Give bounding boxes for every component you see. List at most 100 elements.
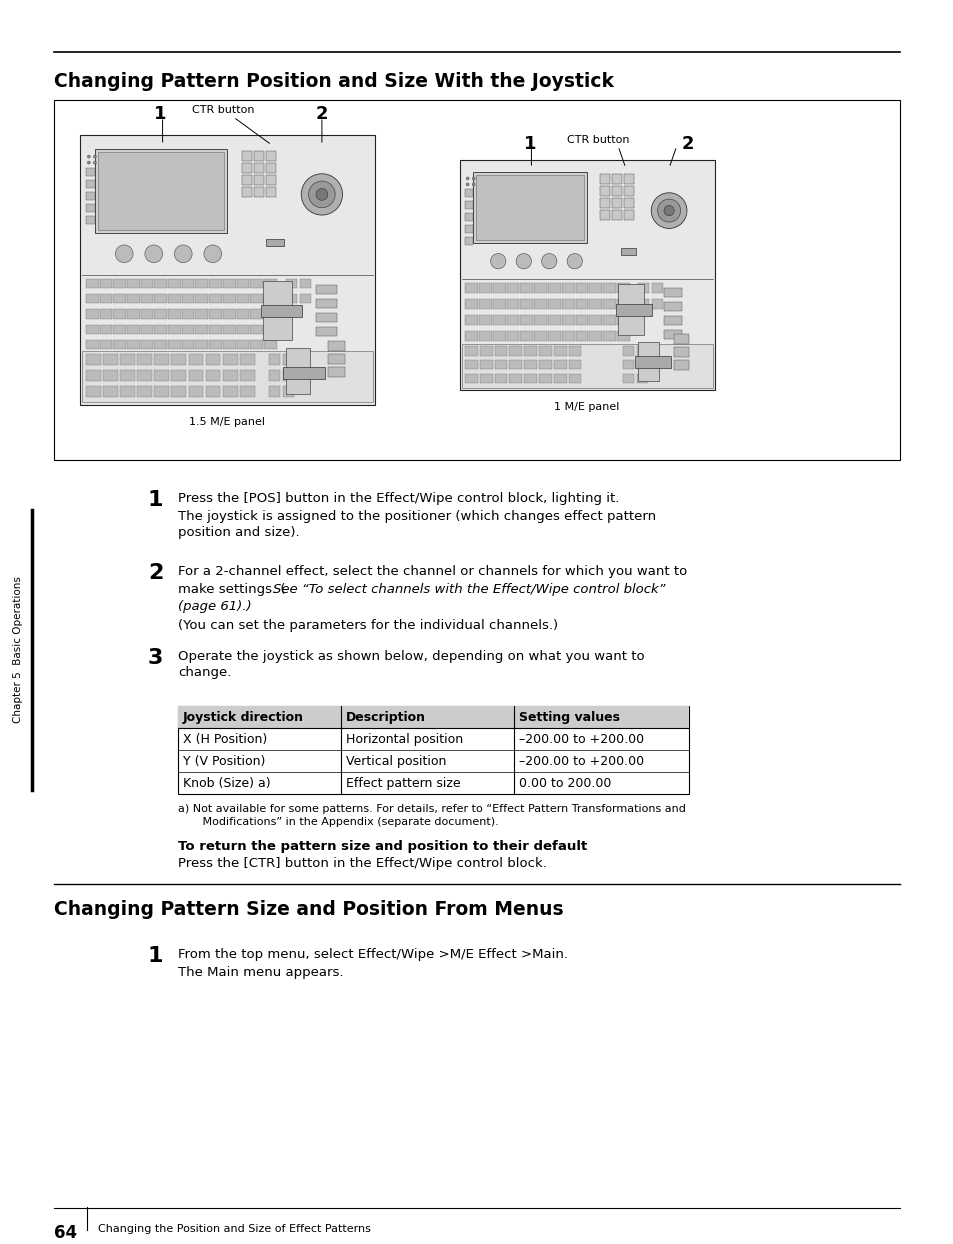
Bar: [264, 279, 276, 289]
Bar: [242, 151, 252, 160]
Bar: [209, 295, 222, 304]
Text: Changing Pattern Position and Size With the Joystick: Changing Pattern Position and Size With …: [54, 72, 614, 91]
Bar: [663, 301, 681, 311]
Text: 1 M/E panel: 1 M/E panel: [554, 402, 619, 412]
Bar: [223, 310, 235, 318]
Bar: [538, 374, 551, 383]
Bar: [86, 340, 98, 348]
Ellipse shape: [174, 245, 192, 262]
Ellipse shape: [88, 162, 91, 164]
Bar: [113, 325, 126, 333]
Bar: [223, 386, 237, 397]
Text: 2: 2: [148, 564, 163, 583]
Text: Press the [POS] button in the Effect/Wipe control block, lighting it.: Press the [POS] button in the Effect/Wip…: [178, 491, 618, 505]
Bar: [599, 185, 610, 195]
Text: Changing Pattern Size and Position From Menus: Changing Pattern Size and Position From …: [54, 899, 563, 919]
Text: Vertical position: Vertical position: [346, 755, 446, 768]
Bar: [479, 346, 492, 356]
Bar: [286, 295, 297, 304]
Bar: [195, 279, 208, 289]
Bar: [534, 299, 546, 309]
Bar: [479, 360, 492, 369]
Bar: [260, 305, 302, 316]
Text: X (H Position): X (H Position): [183, 733, 267, 746]
Bar: [622, 374, 634, 383]
Bar: [506, 331, 518, 341]
Bar: [127, 279, 139, 289]
Bar: [465, 374, 477, 383]
Bar: [652, 299, 662, 309]
Bar: [602, 282, 616, 292]
Bar: [612, 173, 621, 184]
Bar: [86, 180, 94, 188]
Bar: [282, 369, 294, 381]
Bar: [547, 315, 560, 325]
Text: To return the pattern size and position to their default: To return the pattern size and position …: [178, 840, 587, 853]
Ellipse shape: [566, 254, 581, 269]
Ellipse shape: [301, 174, 342, 215]
Bar: [622, 360, 634, 369]
Bar: [113, 279, 126, 289]
Bar: [250, 295, 263, 304]
Bar: [264, 295, 276, 304]
Bar: [568, 374, 580, 383]
Bar: [492, 299, 505, 309]
Bar: [674, 333, 689, 345]
Text: 1.5 M/E panel: 1.5 M/E panel: [189, 417, 265, 427]
Bar: [506, 315, 518, 325]
Bar: [172, 369, 186, 381]
Bar: [269, 369, 279, 381]
Bar: [239, 386, 254, 397]
Bar: [328, 341, 345, 351]
Bar: [264, 340, 276, 348]
Bar: [589, 315, 601, 325]
Bar: [154, 295, 167, 304]
Bar: [154, 310, 167, 318]
Text: Press the [CTR] button in the Effect/Wipe control block.: Press the [CTR] button in the Effect/Wip…: [178, 857, 546, 870]
Ellipse shape: [115, 245, 133, 262]
Text: Modifications” in the Appendix (separate document).: Modifications” in the Appendix (separate…: [192, 817, 498, 827]
Bar: [120, 369, 134, 381]
Bar: [195, 340, 208, 348]
Bar: [172, 386, 186, 397]
Bar: [113, 295, 126, 304]
Text: 2: 2: [681, 136, 694, 153]
Bar: [266, 163, 276, 173]
Bar: [86, 279, 98, 289]
Bar: [266, 239, 283, 245]
Text: –200.00 to +200.00: –200.00 to +200.00: [518, 755, 643, 768]
Bar: [519, 331, 533, 341]
Bar: [674, 360, 689, 369]
Bar: [127, 295, 139, 304]
Bar: [674, 347, 689, 357]
Bar: [283, 367, 324, 378]
Bar: [254, 187, 264, 197]
Bar: [140, 340, 153, 348]
Ellipse shape: [315, 189, 328, 200]
Bar: [86, 369, 101, 381]
Text: Horizontal position: Horizontal position: [346, 733, 462, 746]
Bar: [509, 360, 521, 369]
Bar: [168, 325, 180, 333]
Text: The joystick is assigned to the positioner (which changes effect pattern: The joystick is assigned to the position…: [178, 510, 656, 522]
Bar: [478, 299, 491, 309]
Bar: [300, 295, 312, 304]
Bar: [195, 295, 208, 304]
Bar: [465, 200, 473, 209]
Bar: [473, 172, 587, 243]
Text: CTR button: CTR button: [566, 136, 629, 146]
Bar: [465, 282, 477, 292]
Bar: [554, 346, 566, 356]
Bar: [97, 152, 224, 229]
Bar: [534, 315, 546, 325]
Bar: [465, 213, 473, 220]
Bar: [465, 225, 473, 233]
Bar: [506, 299, 518, 309]
Bar: [103, 353, 117, 364]
Bar: [638, 342, 659, 381]
Bar: [140, 325, 153, 333]
Bar: [506, 282, 518, 292]
Bar: [478, 282, 491, 292]
Bar: [195, 310, 208, 318]
Bar: [547, 331, 560, 341]
